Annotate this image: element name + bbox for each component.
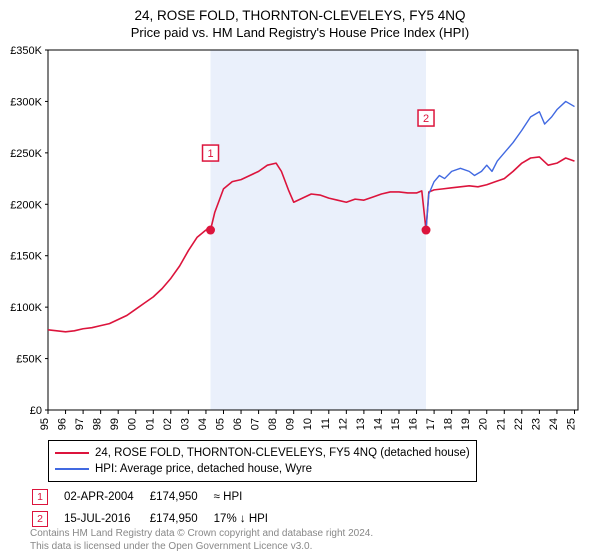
legend-item: HPI: Average price, detached house, Wyre xyxy=(55,461,470,477)
svg-text:2001: 2001 xyxy=(144,418,156,430)
marker-delta: ≈ HPI xyxy=(214,487,282,507)
svg-text:£300K: £300K xyxy=(10,96,42,108)
marker-delta: 17% ↓ HPI xyxy=(214,509,282,529)
svg-text:1995: 1995 xyxy=(39,418,51,430)
marker-price: £174,950 xyxy=(150,509,212,529)
marker-number-box: 1 xyxy=(32,489,48,505)
title-main: 24, ROSE FOLD, THORNTON-CLEVELEYS, FY5 4… xyxy=(0,8,600,23)
title-sub: Price paid vs. HM Land Registry's House … xyxy=(0,25,600,40)
svg-text:£100K: £100K xyxy=(10,302,42,314)
legend-label: HPI: Average price, detached house, Wyre xyxy=(95,463,312,475)
svg-text:2022: 2022 xyxy=(513,418,525,430)
legend-label: 24, ROSE FOLD, THORNTON-CLEVELEYS, FY5 4… xyxy=(95,447,470,459)
svg-text:£250K: £250K xyxy=(10,148,42,160)
svg-text:2011: 2011 xyxy=(320,418,332,430)
svg-text:£350K: £350K xyxy=(10,45,42,57)
svg-text:£0: £0 xyxy=(30,405,42,417)
marker-price: £174,950 xyxy=(150,487,212,507)
marker-table: 1 02-APR-2004£174,950≈ HPI 2 15-JUL-2016£17… xyxy=(30,485,284,531)
legend: 24, ROSE FOLD, THORNTON-CLEVELEYS, FY5 4… xyxy=(48,440,477,482)
svg-text:2004: 2004 xyxy=(197,418,209,430)
marker-number-box: 2 xyxy=(32,511,48,527)
svg-text:£150K: £150K xyxy=(10,251,42,263)
footer-line1: Contains HM Land Registry data © Crown c… xyxy=(30,528,373,541)
marker-date: 02-APR-2004 xyxy=(64,487,148,507)
svg-text:£50K: £50K xyxy=(16,354,42,366)
footer-text: Contains HM Land Registry data © Crown c… xyxy=(30,528,373,553)
svg-text:1999: 1999 xyxy=(109,418,121,430)
footer-line2: This data is licensed under the Open Gov… xyxy=(30,541,373,554)
svg-text:2005: 2005 xyxy=(214,418,226,430)
svg-text:2017: 2017 xyxy=(425,418,437,430)
svg-text:2024: 2024 xyxy=(548,418,560,430)
svg-text:2009: 2009 xyxy=(285,418,297,430)
svg-text:2023: 2023 xyxy=(530,418,542,430)
svg-text:2016: 2016 xyxy=(408,418,420,430)
svg-text:£200K: £200K xyxy=(10,199,42,211)
svg-text:2013: 2013 xyxy=(355,418,367,430)
price-chart: £0 £50K £100K £150K £200K £250K £300K £350K 1995… xyxy=(0,40,600,430)
svg-text:2019: 2019 xyxy=(460,418,472,430)
svg-text:2: 2 xyxy=(423,113,429,125)
svg-text:1996: 1996 xyxy=(57,418,69,430)
svg-text:2018: 2018 xyxy=(443,418,455,430)
marker-date: 15-JUL-2016 xyxy=(64,509,148,529)
svg-text:2003: 2003 xyxy=(179,418,191,430)
svg-text:2012: 2012 xyxy=(337,418,349,430)
chart-title: 24, ROSE FOLD, THORNTON-CLEVELEYS, FY5 4… xyxy=(0,0,600,40)
svg-text:1: 1 xyxy=(207,148,213,160)
legend-item: 24, ROSE FOLD, THORNTON-CLEVELEYS, FY5 4… xyxy=(55,445,470,461)
svg-text:2000: 2000 xyxy=(127,418,139,430)
legend-swatch xyxy=(55,452,89,454)
svg-text:2015: 2015 xyxy=(390,418,402,430)
legend-swatch xyxy=(55,468,89,470)
svg-text:1997: 1997 xyxy=(74,418,86,430)
svg-text:2008: 2008 xyxy=(267,418,279,430)
svg-text:2014: 2014 xyxy=(372,418,384,430)
svg-text:2025: 2025 xyxy=(565,418,577,430)
svg-text:2002: 2002 xyxy=(162,418,174,430)
marker-row: 1 02-APR-2004£174,950≈ HPI xyxy=(32,487,282,507)
svg-text:2007: 2007 xyxy=(250,418,262,430)
svg-text:2020: 2020 xyxy=(478,418,490,430)
svg-text:2010: 2010 xyxy=(302,418,314,430)
svg-text:2021: 2021 xyxy=(495,418,507,430)
marker-row: 2 15-JUL-2016£174,95017% ↓ HPI xyxy=(32,509,282,529)
svg-text:1998: 1998 xyxy=(92,418,104,430)
svg-text:2006: 2006 xyxy=(232,418,244,430)
